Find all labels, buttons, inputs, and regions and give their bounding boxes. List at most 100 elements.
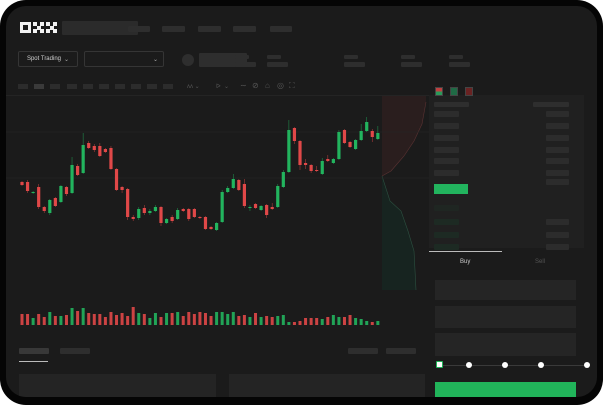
slider-handle[interactable] [436,361,443,368]
candle [114,169,119,190]
timeframe-1[interactable] [18,84,28,89]
depth-chart [381,96,427,291]
candle [148,211,152,213]
stat-label-1 [235,55,249,59]
spot-trading-dropdown[interactable]: Spot Trading ⌄ [18,51,78,67]
orderbook-bids-icon[interactable] [450,87,458,96]
candle [137,209,141,218]
nav-item-5[interactable] [270,26,292,32]
nav-item-2[interactable] [162,26,185,32]
settings-icon[interactable]: ◎ [277,81,284,90]
tab-open-orders[interactable] [19,348,49,354]
candle [259,206,263,210]
candle [354,140,358,149]
volume-bar [370,322,374,325]
ruler-icon[interactable]: ⊘ [252,81,259,90]
orderbook-price-cell [434,158,459,164]
candle [231,179,235,188]
stat-value-1 [235,62,256,67]
buy-button[interactable] [435,382,576,397]
okx-logo[interactable] [20,22,57,33]
price-input[interactable] [435,280,576,300]
timeframe-3[interactable] [50,84,60,89]
nav-item-3[interactable] [198,26,221,32]
filter-button-1[interactable] [348,348,378,354]
timeframe-8[interactable] [131,84,141,89]
camera-icon[interactable]: ⌂ [265,81,270,90]
volume-bar [81,308,85,325]
timeframe-7[interactable] [115,84,125,89]
candle [31,192,35,193]
volume-bar [231,312,235,325]
orderbook-asks-icon[interactable] [465,87,473,96]
timeframe-4[interactable] [67,84,77,89]
pair-selector-dropdown[interactable]: ⌄ [84,51,164,67]
candle [326,159,330,161]
amount-input[interactable] [435,306,576,328]
volume-bar [254,313,258,325]
slider-step-75[interactable] [538,362,544,368]
volume-bar [137,313,141,325]
candle [376,133,380,139]
volume-bar [237,316,241,325]
candle [203,217,208,229]
candle [126,189,130,217]
line-tool-icon[interactable]: ∼ [240,81,247,90]
chart-divider [6,95,429,96]
search-bar[interactable] [62,21,138,35]
volume-bar [337,317,341,325]
candle [320,161,324,174]
indicator-icon[interactable]: ʌʌ ⌄ [187,84,200,90]
candle [370,131,374,137]
candle [309,165,313,171]
slider-step-50[interactable] [502,362,508,368]
candlestick-chart[interactable] [6,6,597,397]
tab-order-history[interactable] [60,348,90,354]
nav-item-1[interactable] [128,26,150,32]
spot-trading-label: Spot Trading [26,56,61,62]
fullscreen-icon[interactable]: ⛶ [289,81,295,90]
timeframe-5[interactable] [83,84,93,89]
amount-slider[interactable] [439,365,589,366]
timeframe-6[interactable] [99,84,109,89]
candle [159,207,163,223]
volume-bar [215,312,219,325]
candle [25,182,30,191]
slider-step-100[interactable] [584,362,590,368]
volume-bar [315,318,319,325]
chart-type-icon[interactable]: ᐅ ⌄ [216,84,229,90]
candle [253,204,258,208]
stat-value-4 [401,62,422,67]
filter-button-2[interactable] [386,348,416,354]
candle [64,187,69,194]
stat-value-5 [449,62,470,67]
timeframe-9[interactable] [147,84,157,89]
candle [298,141,302,165]
volume-bar [48,312,52,325]
tab-buy[interactable]: Buy [460,259,471,265]
slider-step-25[interactable] [466,362,472,368]
tab-sell[interactable]: Sell [535,259,546,265]
candle [265,205,269,215]
candle [215,223,219,230]
orderbook-both-icon[interactable] [435,87,443,96]
candle [359,131,363,140]
volume-bar [148,318,152,325]
volume-bar [309,318,313,325]
timeframe-10[interactable] [163,84,173,89]
volume-bar [20,314,24,325]
volume-bar [242,315,246,325]
timeframe-2[interactable] [34,84,44,89]
volume-bar [326,317,330,325]
total-input[interactable] [435,333,576,356]
candle [192,209,196,217]
volume-bar [354,318,358,325]
nav-item-4[interactable] [233,26,256,32]
volume-bar [165,313,169,325]
candle [42,207,46,211]
volume-bar [348,315,352,325]
candle [281,172,285,187]
orderbook-amount-cell [546,111,569,117]
volume-bar [359,319,363,325]
